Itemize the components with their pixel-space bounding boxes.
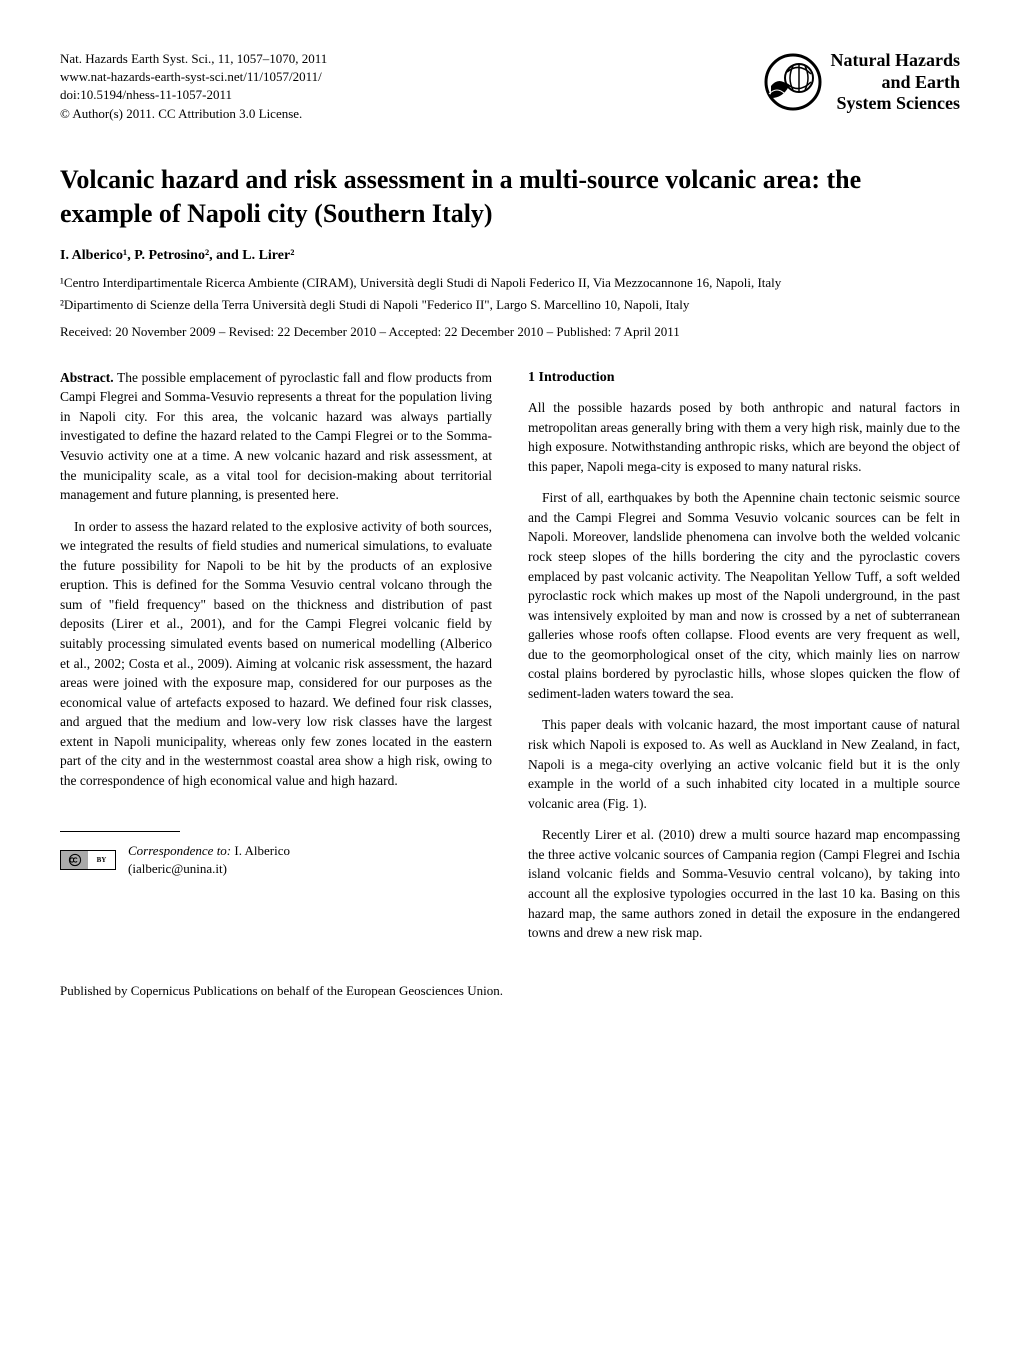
correspondence-email: (ialberic@unina.it) (128, 861, 227, 876)
right-column: 1 Introduction All the possible hazards … (528, 368, 960, 955)
intro-p2: First of all, earthquakes by both the Ap… (528, 488, 960, 703)
intro-p1: All the possible hazards posed by both a… (528, 398, 960, 476)
affiliation-1: ¹Centro Interdipartimentale Ricerca Ambi… (60, 274, 960, 292)
publication-dates: Received: 20 November 2009 – Revised: 22… (60, 324, 960, 340)
citation-url: www.nat-hazards-earth-syst-sci.net/11/10… (60, 68, 327, 86)
left-column: Abstract. The possible emplacement of py… (60, 368, 492, 955)
intro-p4: Recently Lirer et al. (2010) drew a mult… (528, 825, 960, 942)
abstract-p1: Abstract. The possible emplacement of py… (60, 368, 492, 505)
abstract-p2: In order to assess the hazard related to… (60, 517, 492, 791)
journal-name-line2: and Earth (831, 72, 961, 94)
journal-name: Natural Hazards and Earth System Science… (831, 50, 961, 115)
journal-name-line1: Natural Hazards (831, 50, 961, 72)
citation-license: © Author(s) 2011. CC Attribution 3.0 Lic… (60, 105, 327, 123)
citation-doi: doi:10.5194/nhess-11-1057-2011 (60, 86, 327, 104)
correspondence-name: I. Alberico (234, 843, 290, 858)
affiliation-2: ²Dipartimento di Scienze della Terra Uni… (60, 296, 960, 314)
abstract-p1-text: The possible emplacement of pyroclastic … (60, 370, 492, 502)
body-columns: Abstract. The possible emplacement of py… (60, 368, 960, 955)
intro-p3: This paper deals with volcanic hazard, t… (528, 715, 960, 813)
cc-by-badge-icon: BY (60, 850, 116, 870)
introduction-heading: 1 Introduction (528, 368, 960, 388)
paper-title: Volcanic hazard and risk assessment in a… (60, 163, 960, 231)
separator-rule (60, 831, 180, 832)
license-correspondence-block: BY Correspondence to: I. Alberico (ialbe… (60, 842, 492, 878)
cc-badge-right: BY (88, 851, 115, 869)
abstract-label: Abstract. (60, 370, 114, 385)
cc-badge-left (61, 851, 88, 869)
authors: I. Alberico¹, P. Petrosino², and L. Lire… (60, 248, 960, 264)
correspondence: Correspondence to: I. Alberico (ialberic… (128, 842, 290, 878)
journal-logo-block: Natural Hazards and Earth System Science… (763, 50, 961, 115)
citation-journal: Nat. Hazards Earth Syst. Sci., 11, 1057–… (60, 50, 327, 68)
citation-block: Nat. Hazards Earth Syst. Sci., 11, 1057–… (60, 50, 327, 123)
journal-globe-icon (763, 52, 823, 112)
journal-name-line3: System Sciences (831, 93, 961, 115)
correspondence-label: Correspondence to: (128, 843, 231, 858)
publisher-line: Published by Copernicus Publications on … (60, 983, 960, 999)
header: Nat. Hazards Earth Syst. Sci., 11, 1057–… (60, 50, 960, 123)
